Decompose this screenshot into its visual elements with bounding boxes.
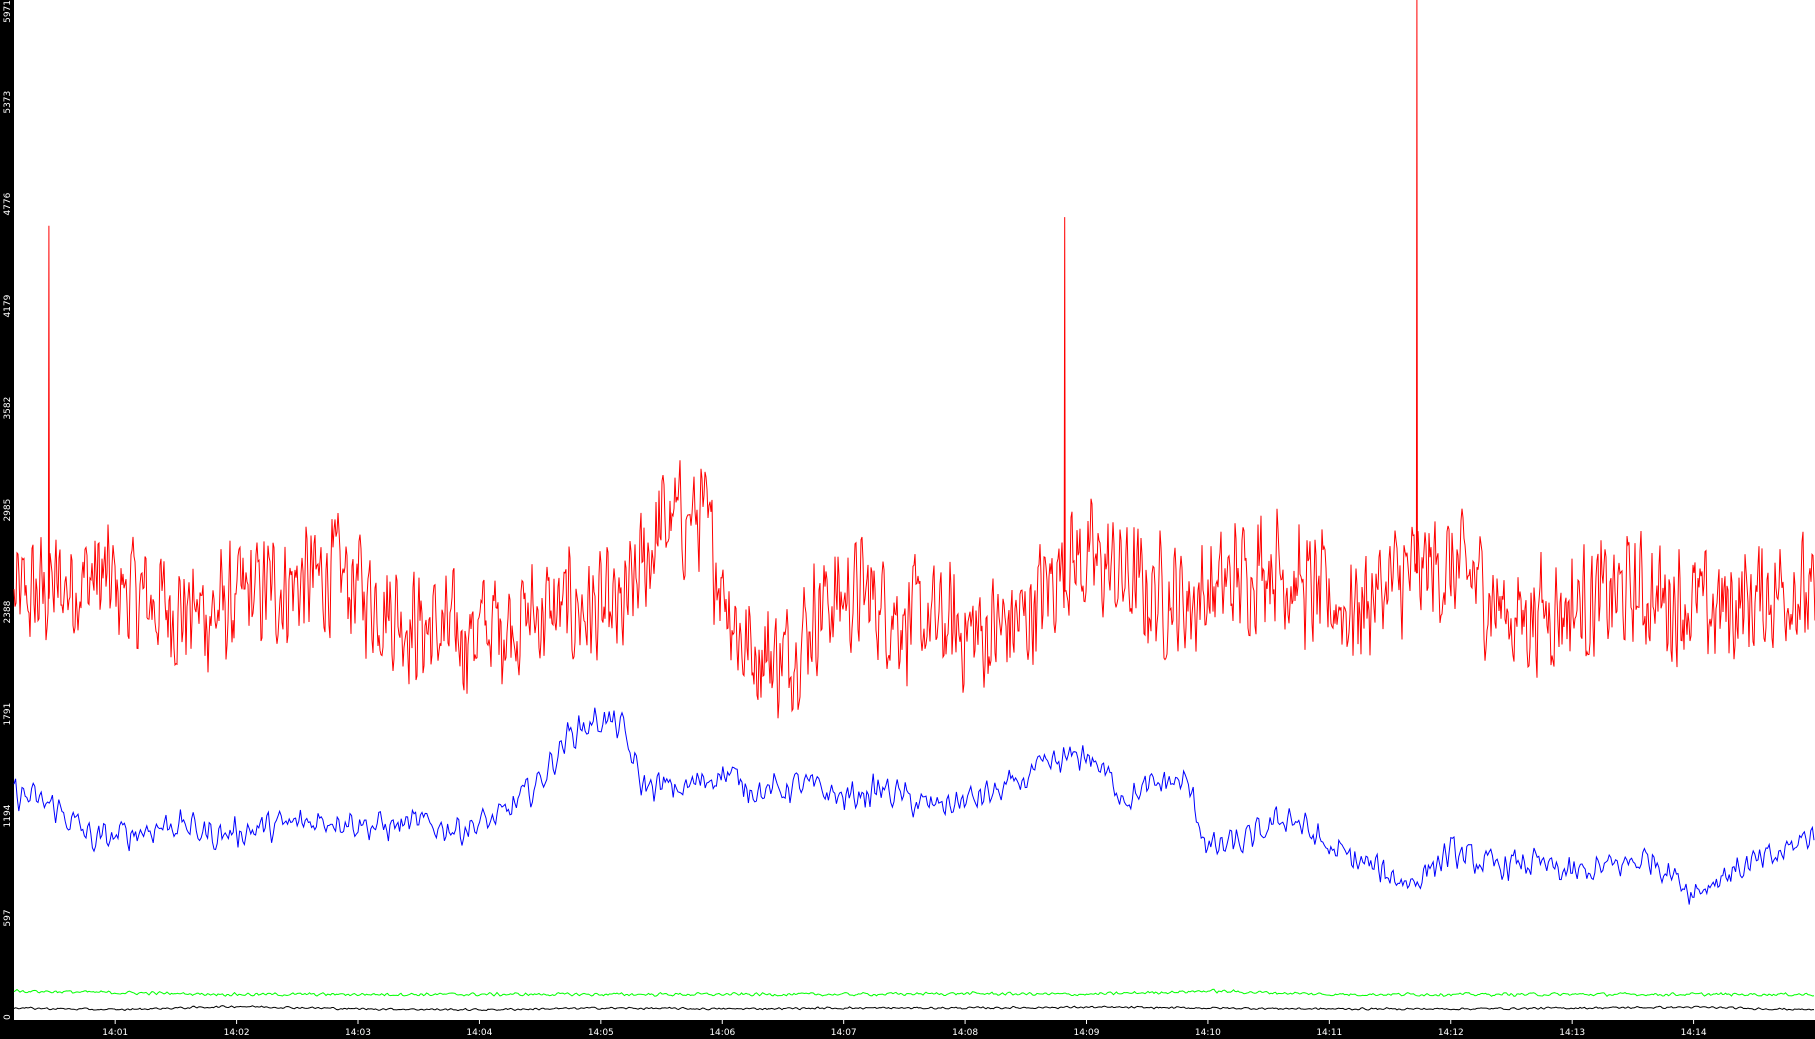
x-tick-label: 14:11 <box>1316 1028 1342 1038</box>
x-axis-band <box>0 1020 1815 1039</box>
x-tick-label: 14:02 <box>224 1028 250 1038</box>
x-tick-label: 14:14 <box>1681 1028 1707 1038</box>
x-tick-label: 14:06 <box>709 1028 735 1038</box>
y-tick-label: 1791 <box>3 703 13 726</box>
x-tick-label: 14:04 <box>466 1028 492 1038</box>
x-tick-label: 14:09 <box>1074 1028 1100 1038</box>
y-tick-label: 4179 <box>3 294 13 317</box>
series-line-0 <box>13 0 1815 719</box>
x-tick-label: 14:07 <box>831 1028 857 1038</box>
y-tick-layer: 0 597 1194 1791 2388 2985 3582 4179 4776 5373 5971 <box>3 0 13 1020</box>
y-tick-label: 4776 <box>3 192 13 215</box>
x-tick-label: 14:08 <box>952 1028 978 1038</box>
x-tick-label: 14:13 <box>1559 1028 1585 1038</box>
series-line-2 <box>13 988 1815 998</box>
x-tick-label: 14:10 <box>1195 1028 1221 1038</box>
x-tick-layer: 14:01 14:02 14:03 14:04 14:05 14:06 14:07 14:08… <box>102 1020 1707 1038</box>
plot-area <box>14 0 1815 1020</box>
series-layer <box>13 0 1815 1012</box>
y-tick-label: 3582 <box>3 397 13 420</box>
x-tick-label: 14:01 <box>102 1028 128 1038</box>
x-tick-label: 14:12 <box>1438 1028 1464 1038</box>
y-tick-label: 0 <box>3 1014 13 1020</box>
y-tick-label: 5373 <box>3 91 13 114</box>
y-tick-label: 1194 <box>3 804 13 827</box>
y-tick-label: 2388 <box>3 600 13 623</box>
series-line-1 <box>13 707 1815 905</box>
y-tick-label: 597 <box>3 909 13 926</box>
y-tick-label: 2985 <box>3 499 13 522</box>
series-line-3 <box>13 1005 1814 1012</box>
y-axis-band <box>0 0 14 1039</box>
x-tick-label: 14:05 <box>588 1028 614 1038</box>
x-tick-label: 14:03 <box>345 1028 371 1038</box>
y-tick-label: 5971 <box>3 0 13 23</box>
